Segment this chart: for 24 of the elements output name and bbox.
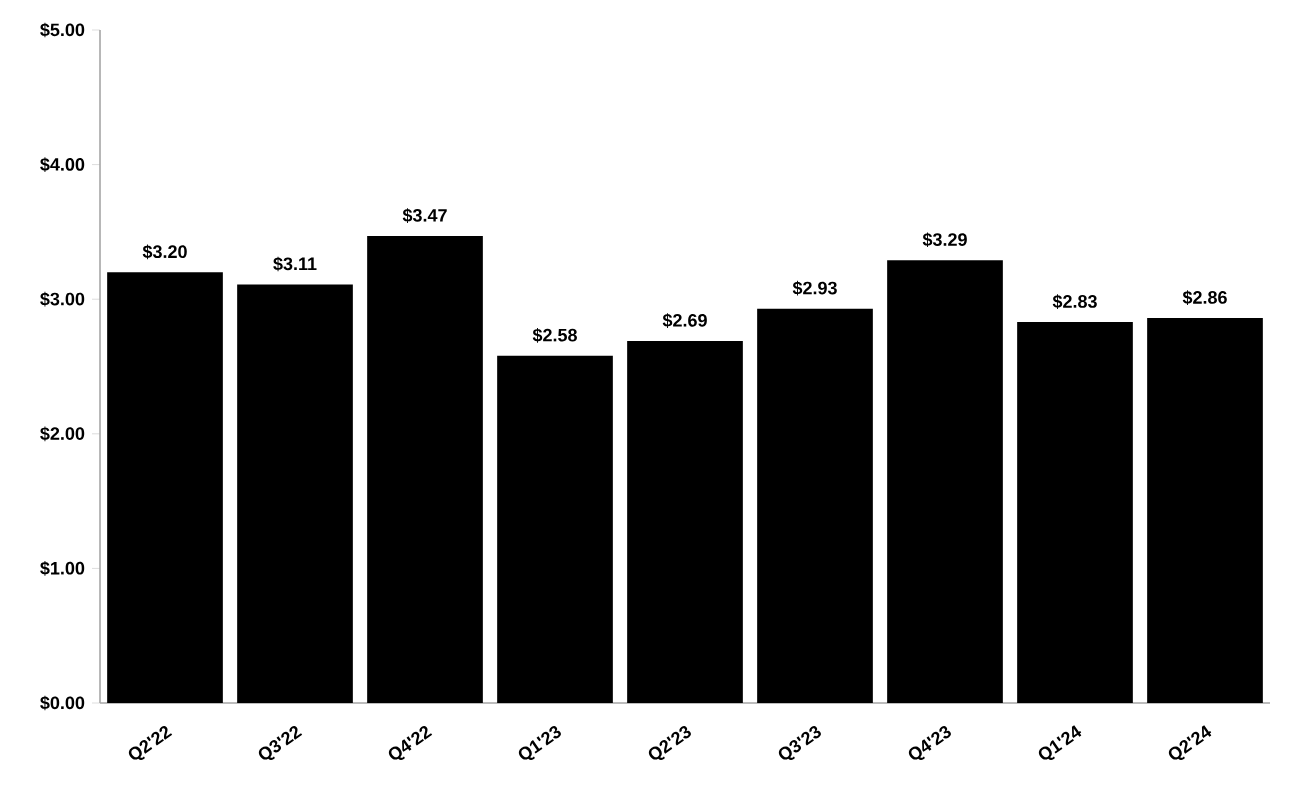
data-label: $3.47 [402,208,447,223]
y-tick-label: $3.00 [40,291,85,307]
y-tick-label: $2.00 [40,426,85,442]
y-tick-label: $0.00 [40,695,85,711]
bar [367,235,483,703]
y-tick-label: $4.00 [40,157,85,172]
bar [757,308,873,703]
data-label: $2.58 [532,327,577,343]
data-label: $3.20 [142,244,187,260]
bar [107,272,223,703]
data-label: $2.86 [1182,290,1227,305]
data-label: $2.83 [1052,294,1097,310]
bar [237,284,353,703]
bar [627,340,743,703]
y-tick-label: $1.00 [40,561,85,576]
bar [497,355,613,703]
bar [1017,322,1133,703]
y-tick-label: $5.00 [40,22,85,38]
bar [1147,318,1263,703]
data-label: $3.29 [922,232,967,248]
data-label: $2.93 [792,280,837,296]
data-label: $2.69 [662,313,707,328]
bar [887,260,1003,703]
data-label: $3.11 [273,256,317,272]
